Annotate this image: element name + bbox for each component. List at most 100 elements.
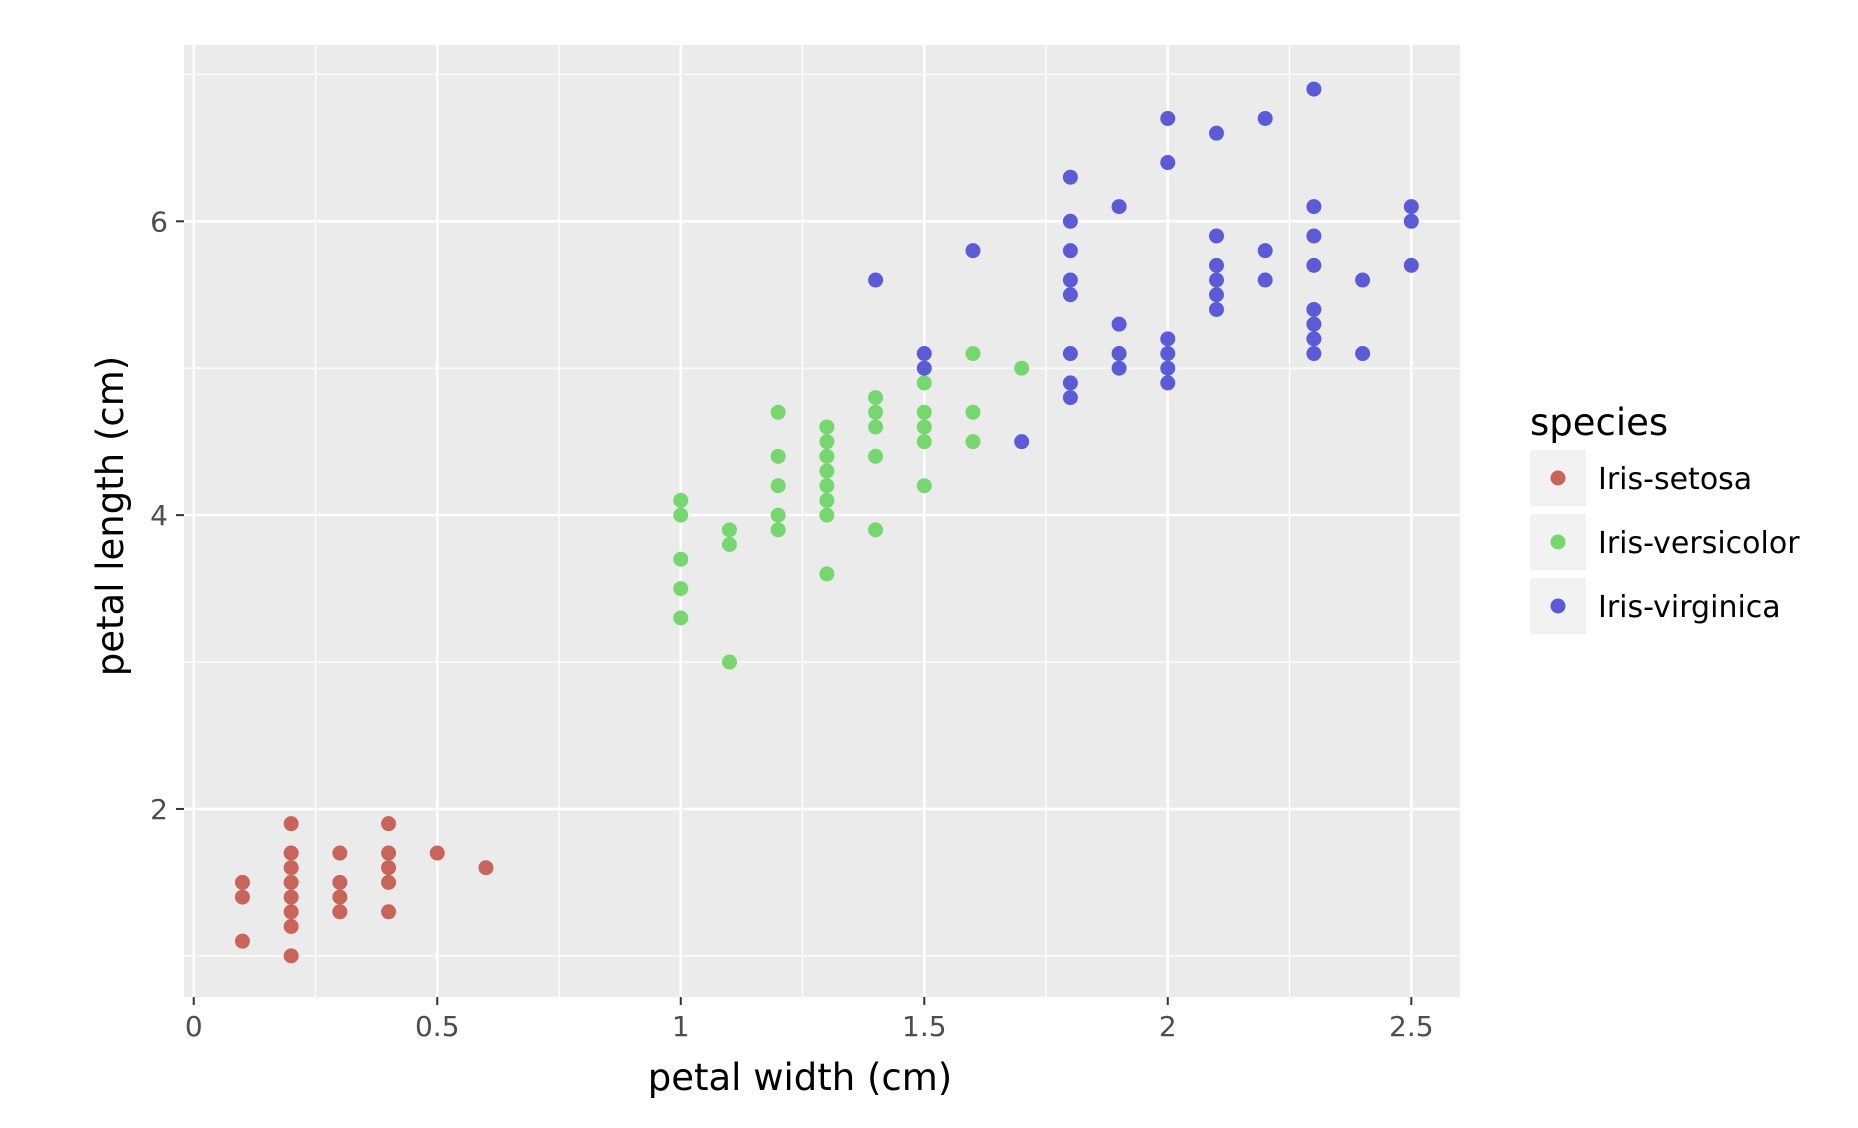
x-tick-label: 1: [672, 1010, 690, 1043]
point-iris-virginica: [1306, 346, 1322, 362]
legend-label-iris-virginica: Iris-virginica: [1598, 590, 1781, 625]
point-iris-versicolor: [721, 654, 737, 670]
point-iris-virginica: [1208, 272, 1224, 288]
point-iris-versicolor: [819, 492, 835, 508]
point-iris-virginica: [916, 346, 932, 362]
point-iris-setosa: [381, 904, 397, 920]
point-iris-versicolor: [965, 346, 981, 362]
point-iris-versicolor: [770, 507, 786, 523]
x-tick-label: 2.5: [1389, 1010, 1434, 1043]
point-iris-virginica: [1403, 213, 1419, 229]
point-iris-versicolor: [770, 478, 786, 494]
point-iris-virginica: [916, 360, 932, 376]
point-iris-virginica: [1208, 125, 1224, 141]
point-iris-virginica: [1355, 272, 1371, 288]
point-iris-virginica: [1160, 346, 1176, 362]
point-iris-virginica: [1062, 213, 1078, 229]
point-iris-versicolor: [673, 492, 689, 508]
legend-label-iris-setosa: Iris-setosa: [1598, 462, 1752, 497]
x-tick-label: 0.5: [415, 1010, 460, 1043]
point-iris-versicolor: [770, 404, 786, 420]
point-iris-setosa: [332, 904, 348, 920]
point-iris-setosa: [283, 845, 299, 861]
point-iris-virginica: [1014, 434, 1030, 450]
point-iris-virginica: [1062, 243, 1078, 259]
point-iris-virginica: [1306, 257, 1322, 273]
point-iris-virginica: [1306, 228, 1322, 244]
point-iris-versicolor: [770, 448, 786, 464]
point-iris-virginica: [1062, 390, 1078, 406]
point-iris-virginica: [1062, 375, 1078, 391]
point-iris-versicolor: [868, 419, 884, 435]
point-iris-virginica: [1208, 301, 1224, 317]
point-iris-versicolor: [721, 537, 737, 553]
point-iris-setosa: [234, 933, 250, 949]
point-iris-versicolor: [916, 419, 932, 435]
point-iris-virginica: [1160, 110, 1176, 126]
point-iris-versicolor: [819, 507, 835, 523]
point-iris-virginica: [1160, 155, 1176, 171]
point-iris-virginica: [1306, 316, 1322, 332]
point-iris-versicolor: [916, 478, 932, 494]
point-iris-setosa: [283, 948, 299, 964]
point-iris-setosa: [381, 845, 397, 861]
point-iris-setosa: [381, 874, 397, 890]
point-iris-setosa: [283, 889, 299, 905]
axis-ticks: [176, 220, 1413, 1005]
point-iris-versicolor: [916, 434, 932, 450]
plot-panel: [184, 45, 1460, 997]
point-iris-versicolor: [673, 507, 689, 523]
point-iris-setosa: [332, 889, 348, 905]
point-iris-versicolor: [819, 566, 835, 582]
point-iris-setosa: [381, 816, 397, 832]
x-tick-label: 1.5: [902, 1010, 947, 1043]
point-iris-setosa: [332, 845, 348, 861]
x-tick-label: 0: [185, 1010, 203, 1043]
point-iris-setosa: [478, 860, 494, 876]
point-iris-setosa: [332, 874, 348, 890]
point-iris-versicolor: [673, 610, 689, 626]
point-iris-virginica: [1160, 331, 1176, 347]
point-iris-virginica: [965, 243, 981, 259]
point-iris-virginica: [1111, 346, 1127, 362]
point-iris-versicolor: [965, 404, 981, 420]
point-iris-virginica: [1306, 81, 1322, 97]
point-iris-virginica: [1208, 287, 1224, 303]
point-iris-virginica: [1062, 169, 1078, 185]
point-iris-versicolor: [721, 522, 737, 538]
point-iris-virginica: [1403, 199, 1419, 215]
point-iris-versicolor: [868, 390, 884, 406]
legend-marker-iris-setosa: [1550, 470, 1566, 486]
point-iris-versicolor: [819, 434, 835, 450]
point-iris-versicolor: [868, 522, 884, 538]
legend-marker-iris-virginica: [1550, 598, 1566, 614]
point-iris-versicolor: [916, 404, 932, 420]
legend: species Iris-setosa Iris-versicolor Iris-v…: [1530, 401, 1800, 634]
point-iris-virginica: [1257, 272, 1273, 288]
point-iris-versicolor: [916, 375, 932, 391]
point-iris-virginica: [1160, 360, 1176, 376]
point-iris-virginica: [1208, 257, 1224, 273]
y-axis-title: petal length (cm): [89, 356, 132, 676]
y-tick-label: 4: [150, 499, 168, 532]
x-axis-title: petal width (cm): [648, 1056, 952, 1099]
point-iris-virginica: [1062, 346, 1078, 362]
x-tick-label: 2: [1159, 1010, 1177, 1043]
point-iris-versicolor: [1014, 360, 1030, 376]
point-iris-setosa: [283, 816, 299, 832]
point-iris-virginica: [1403, 257, 1419, 273]
point-iris-setosa: [283, 918, 299, 934]
point-iris-virginica: [1257, 243, 1273, 259]
point-iris-virginica: [1062, 287, 1078, 303]
legend-label-iris-versicolor: Iris-versicolor: [1598, 526, 1800, 561]
point-iris-virginica: [868, 272, 884, 288]
point-iris-versicolor: [868, 404, 884, 420]
point-iris-versicolor: [819, 478, 835, 494]
point-iris-versicolor: [673, 581, 689, 597]
point-iris-versicolor: [819, 463, 835, 479]
point-iris-versicolor: [819, 419, 835, 435]
point-iris-versicolor: [965, 434, 981, 450]
point-iris-virginica: [1208, 228, 1224, 244]
point-iris-virginica: [1111, 360, 1127, 376]
